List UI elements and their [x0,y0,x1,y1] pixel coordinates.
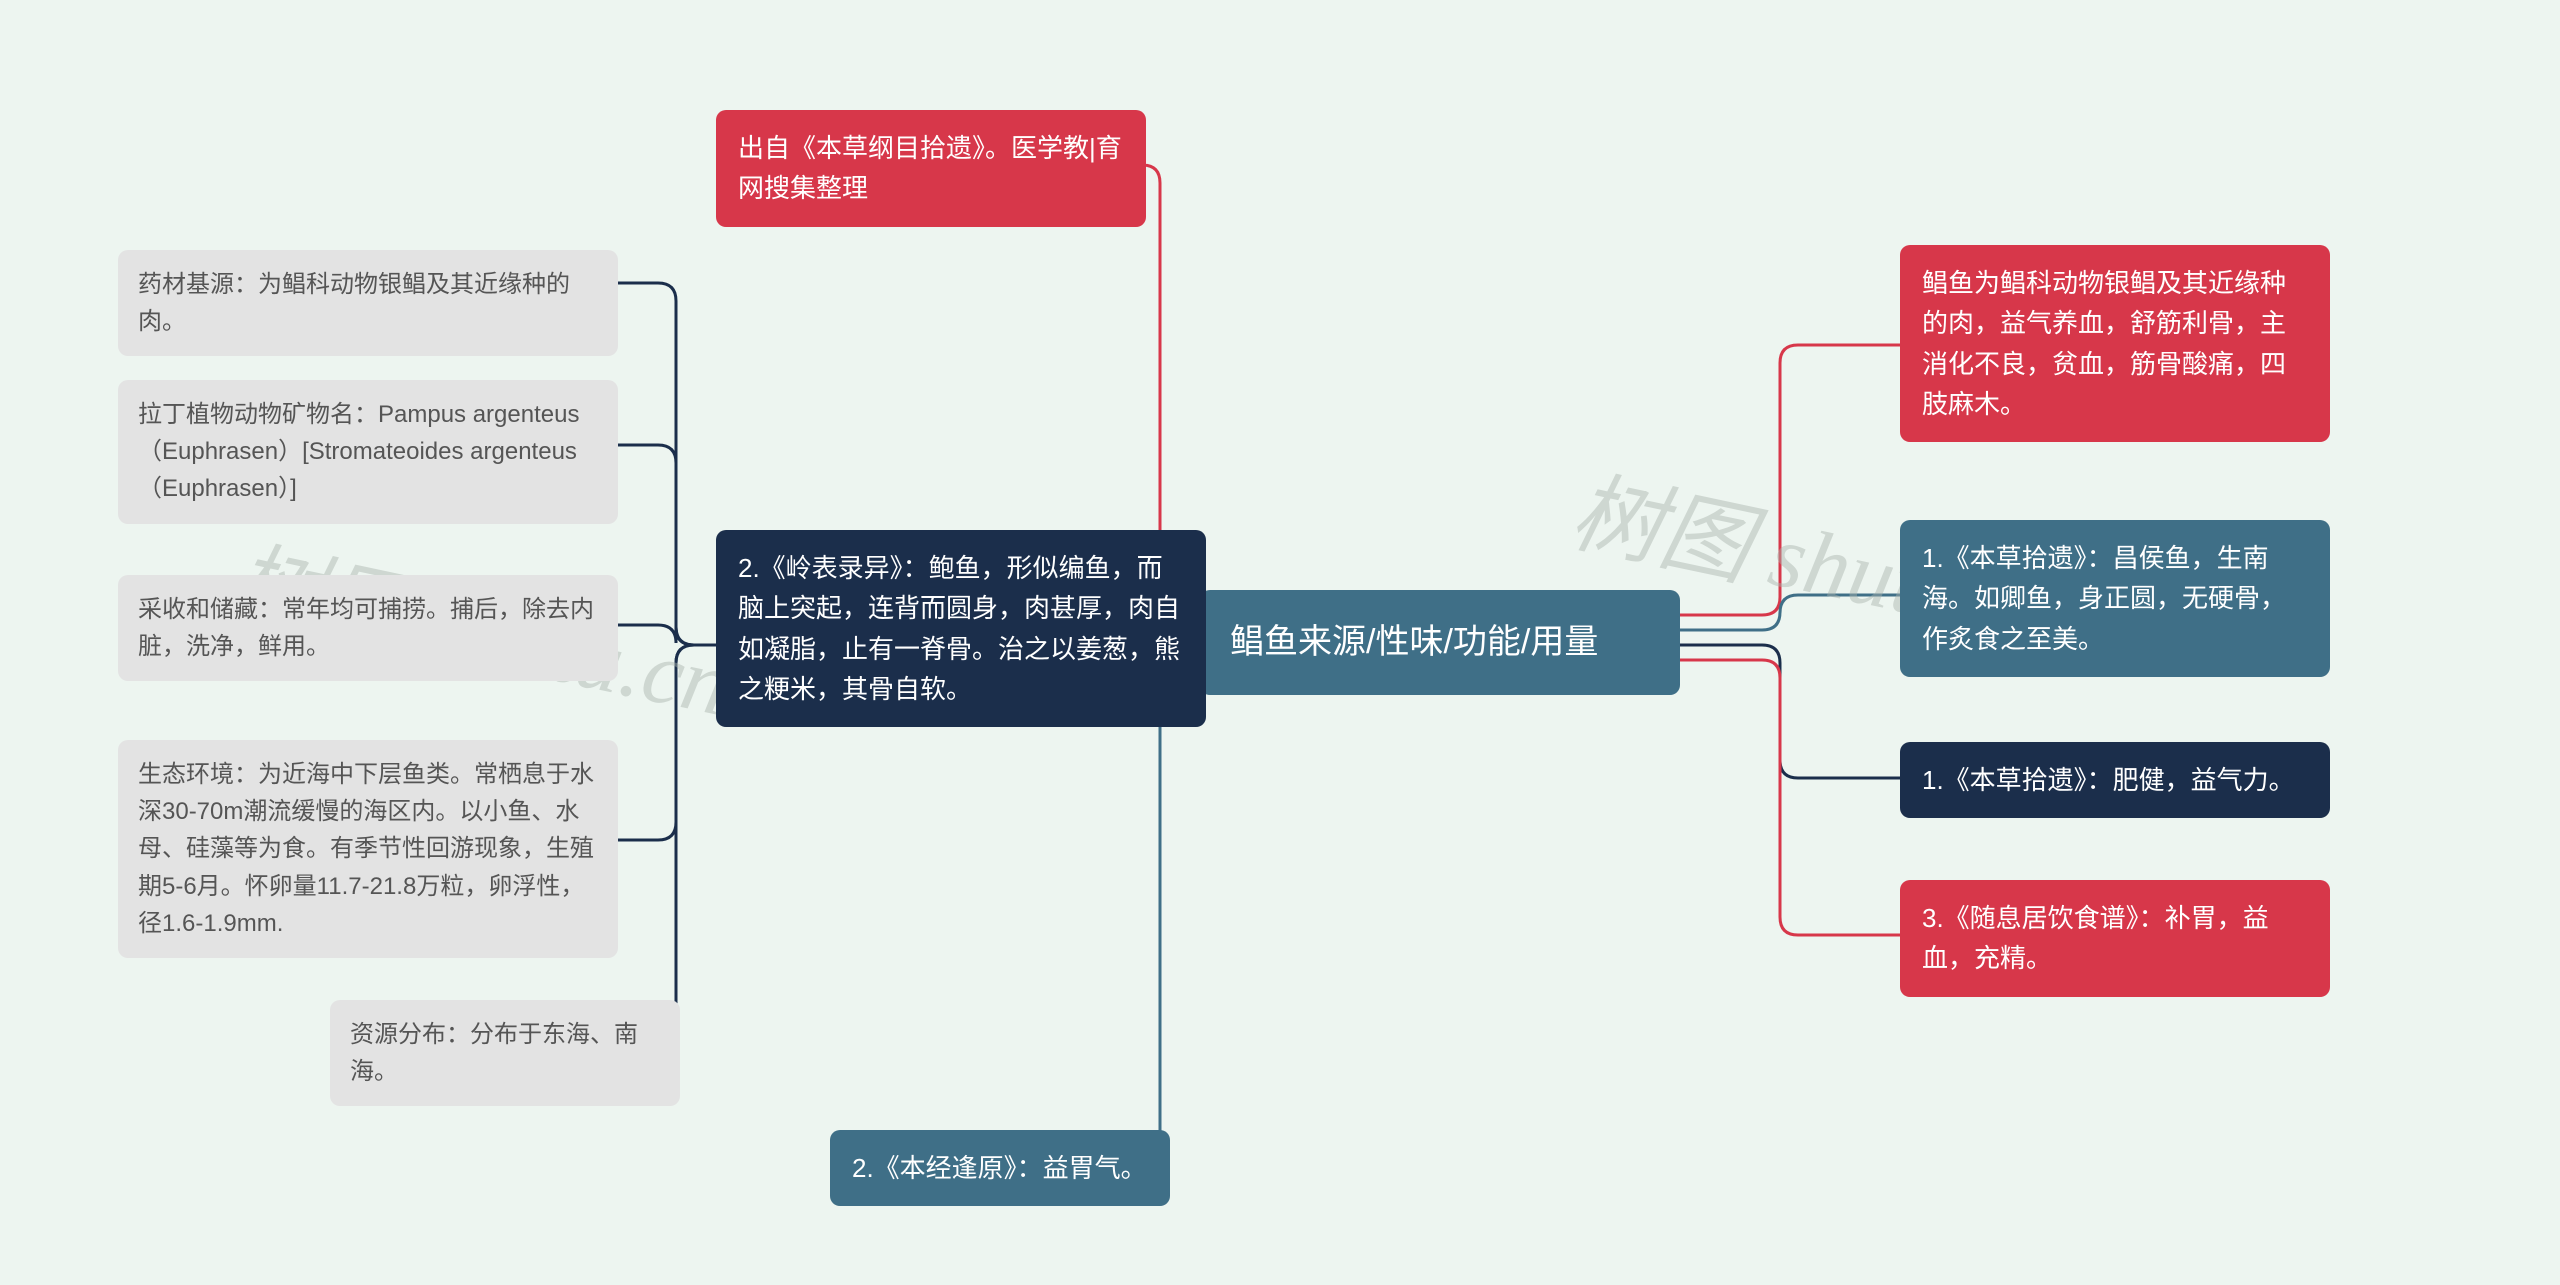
right-node-summary[interactable]: 鲳鱼为鲳科动物银鲳及其近缘种的肉，益气养血，舒筋利骨，主消化不良，贫血，筋骨酸痛… [1900,245,2330,442]
gray-node-harvest[interactable]: 采收和储藏：常年均可捕捞。捕后，除去内脏，洗净，鲜用。 [118,575,618,681]
left-node-benjing[interactable]: 2.《本经逢原》：益胃气。 [830,1130,1170,1206]
left-node-lingbiao[interactable]: 2.《岭表录异》：鲍鱼，形似编鱼，而脑上突起，连背而圆身，肉甚厚，肉自如凝脂，止… [716,530,1206,727]
gray-node-material-source[interactable]: 药材基源：为鲳科动物银鲳及其近缘种的肉。 [118,250,618,356]
gray-node-latin-name[interactable]: 拉丁植物动物矿物名：Pampus argenteus（Euphrasen）[St… [118,380,618,524]
right-node-bencao1[interactable]: 1.《本草拾遗》：昌侯鱼，生南海。如卿鱼，身正圆，无硬骨，作炙食之至美。 [1900,520,2330,677]
gray-node-ecology[interactable]: 生态环境：为近海中下层鱼类。常栖息于水深30-70m潮流缓慢的海区内。以小鱼、水… [118,740,618,958]
right-node-bencao2[interactable]: 1.《本草拾遗》：肥健，益气力。 [1900,742,2330,818]
right-node-suixiju[interactable]: 3.《随息居饮食谱》：补胃，益血，充精。 [1900,880,2330,997]
gray-node-distribution[interactable]: 资源分布：分布于东海、南海。 [330,1000,680,1106]
center-node[interactable]: 鲳鱼来源/性味/功能/用量 [1200,590,1680,695]
left-node-source[interactable]: 出自《本草纲目拾遗》。医学教|育网搜集整理 [716,110,1146,227]
